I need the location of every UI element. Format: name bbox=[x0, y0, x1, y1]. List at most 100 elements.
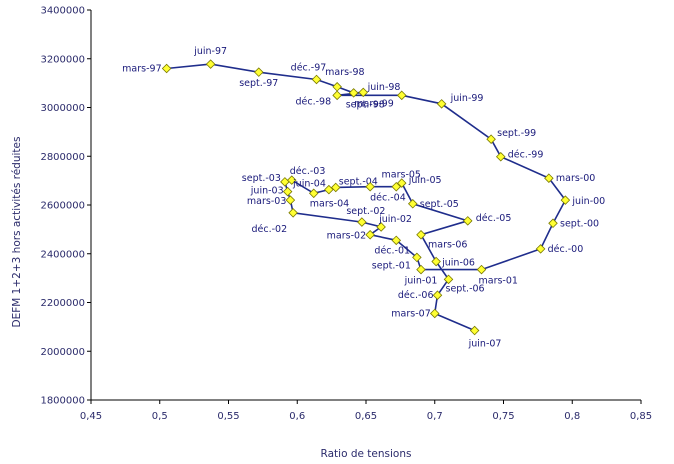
y-tick-label: 1800000 bbox=[40, 396, 85, 407]
data-point-label: juin-07 bbox=[468, 339, 502, 350]
x-tick-label: 0,75 bbox=[492, 411, 514, 422]
data-point-marker bbox=[288, 208, 298, 218]
y-axis-ticks: 1800000 2000000 2200000 2400000 2600000 28000… bbox=[40, 6, 91, 407]
y-tick-label: 2400000 bbox=[40, 249, 85, 260]
data-point-label: mars-99 bbox=[354, 98, 393, 109]
data-point-label: déc.-01 bbox=[374, 245, 410, 256]
data-point-marker bbox=[544, 173, 554, 183]
data-point-marker bbox=[476, 264, 487, 275]
data-point-marker bbox=[332, 82, 342, 92]
data-point-label: juin-06 bbox=[441, 258, 475, 269]
data-point-label: juin-05 bbox=[408, 175, 442, 186]
data-point-label: sept.-01 bbox=[372, 260, 411, 271]
y-tick-label: 3000000 bbox=[40, 103, 85, 114]
data-point-label: mars-01 bbox=[479, 276, 518, 287]
data-point-marker bbox=[443, 274, 454, 285]
data-point-label: juin-02 bbox=[378, 214, 412, 225]
data-point-marker bbox=[161, 63, 172, 74]
data-point-marker bbox=[412, 252, 422, 263]
y-tick-label: 2200000 bbox=[40, 298, 85, 309]
data-point-marker bbox=[416, 229, 426, 240]
data-point-label: déc.-00 bbox=[548, 244, 584, 255]
data-point-label: déc.-02 bbox=[251, 224, 287, 235]
data-point-label: déc.-06 bbox=[398, 290, 434, 301]
y-axis-title: DEFM 1+2+3 hors activités réduites bbox=[11, 137, 23, 328]
y-tick-label: 2000000 bbox=[40, 347, 85, 358]
data-point-marker bbox=[282, 186, 293, 197]
data-point-marker bbox=[365, 181, 375, 192]
data-point-marker bbox=[308, 188, 319, 199]
data-point-label: sept.-02 bbox=[346, 206, 385, 217]
data-point-label: juin-04 bbox=[292, 179, 326, 190]
x-tick-label: 0,8 bbox=[564, 411, 580, 422]
data-point-marker bbox=[462, 216, 473, 226]
data-point-label: mars-05 bbox=[382, 170, 421, 181]
data-point-label: sept.-03 bbox=[242, 173, 281, 184]
data-point-label: juin-03 bbox=[250, 186, 284, 197]
data-point-marker bbox=[205, 59, 216, 69]
data-point-marker bbox=[391, 235, 402, 246]
data-point-marker bbox=[332, 90, 342, 101]
data-point-label: déc.-03 bbox=[290, 166, 326, 177]
data-point-label: juin-00 bbox=[571, 196, 605, 207]
data-point-label: sept.-04 bbox=[339, 176, 378, 187]
x-tick-label: 0,6 bbox=[289, 411, 305, 422]
data-point-label: mars-04 bbox=[310, 198, 349, 209]
x-tick-label: 0,55 bbox=[217, 411, 239, 422]
data-point-label: déc.-97 bbox=[291, 62, 327, 73]
data-point-label: sept.-97 bbox=[239, 78, 278, 89]
data-point-label: déc.-99 bbox=[508, 150, 544, 161]
y-tick-label: 2600000 bbox=[40, 201, 85, 212]
data-point-marker bbox=[486, 134, 496, 144]
data-point-label: mars-06 bbox=[428, 240, 467, 251]
y-tick-label: 3400000 bbox=[40, 6, 85, 17]
data-point-marker bbox=[469, 325, 480, 336]
data-point-label: sept.-98 bbox=[346, 99, 385, 110]
data-point-marker bbox=[560, 195, 571, 205]
x-tick-label: 0,85 bbox=[630, 411, 652, 422]
data-point-marker bbox=[431, 256, 441, 267]
data-point-marker bbox=[348, 88, 359, 98]
data-point-label: déc.-04 bbox=[370, 193, 406, 204]
y-tick-label: 3200000 bbox=[40, 54, 85, 65]
data-point-label: mars-03 bbox=[247, 196, 286, 207]
x-tick-label: 0,65 bbox=[355, 411, 377, 422]
x-tick-label: 0,45 bbox=[80, 411, 102, 422]
data-point-marker bbox=[311, 74, 322, 85]
data-point-label: sept.-05 bbox=[420, 199, 459, 210]
data-point-label: sept.-99 bbox=[497, 128, 536, 139]
data-point-marker bbox=[495, 151, 506, 162]
data-point-marker bbox=[407, 199, 418, 209]
data-point-label: sept.-00 bbox=[560, 218, 599, 229]
data-point-marker bbox=[253, 67, 264, 77]
data-point-marker bbox=[324, 184, 334, 195]
data-point-label: juin-99 bbox=[450, 93, 484, 104]
data-point-marker bbox=[548, 218, 558, 229]
data-point-marker bbox=[429, 308, 440, 319]
data-point-marker bbox=[432, 290, 443, 300]
data-point-marker bbox=[286, 175, 297, 185]
data-point-marker bbox=[285, 195, 296, 205]
data-point-marker bbox=[330, 182, 341, 193]
data-point-marker bbox=[358, 87, 369, 98]
data-point-label: mars-98 bbox=[325, 67, 364, 78]
x-tick-label: 0,7 bbox=[427, 411, 443, 422]
series-line bbox=[166, 63, 567, 332]
data-point-marker bbox=[396, 178, 407, 188]
x-axis-ticks: 0,45 0,5 0,55 0,6 0,65 0,7 0,75 0,8 0,85 bbox=[80, 400, 652, 422]
y-tick-label: 2800000 bbox=[40, 152, 85, 163]
data-point-label: juin-97 bbox=[193, 46, 227, 57]
data-point-marker bbox=[436, 99, 447, 109]
x-tick-label: 0,5 bbox=[152, 411, 168, 422]
data-point-marker bbox=[396, 90, 407, 101]
data-point-label: mars-07 bbox=[391, 308, 430, 319]
data-point-label: juin-98 bbox=[367, 82, 401, 93]
data-point-marker bbox=[357, 217, 367, 227]
data-point-label: juin-01 bbox=[404, 276, 438, 287]
x-axis-title: Ratio de tensions bbox=[321, 448, 412, 460]
data-series: mars-97juin-97sept.-97déc.-97mars-98juin… bbox=[122, 46, 605, 349]
data-point-marker bbox=[416, 264, 426, 275]
data-point-label: déc.-05 bbox=[476, 213, 512, 224]
data-point-label: mars-00 bbox=[556, 173, 595, 184]
